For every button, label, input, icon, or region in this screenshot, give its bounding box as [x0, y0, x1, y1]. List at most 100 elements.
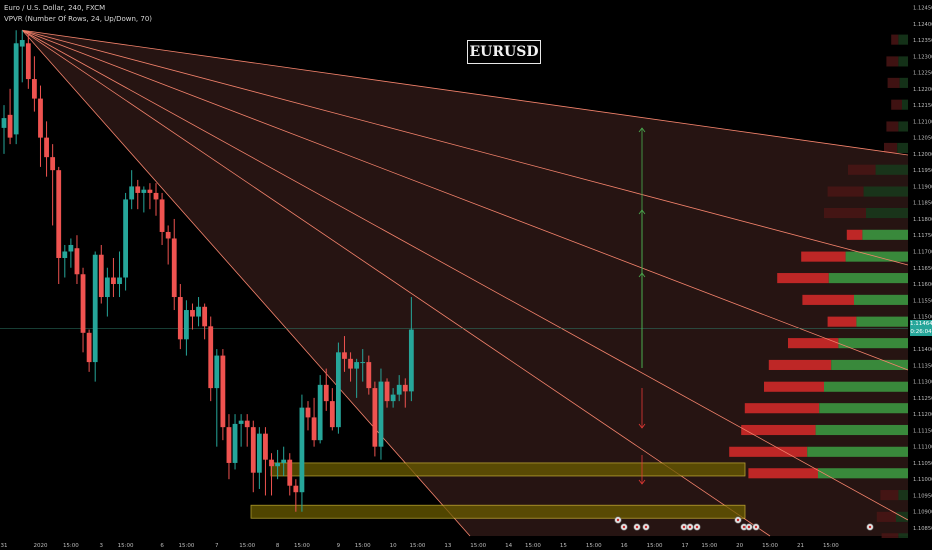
- candle-body[interactable]: [281, 459, 287, 463]
- candle-body[interactable]: [342, 352, 347, 359]
- candle-body[interactable]: [117, 277, 122, 285]
- candle-body[interactable]: [190, 310, 195, 317]
- candle-body[interactable]: [202, 306, 208, 327]
- candle-body[interactable]: [329, 401, 335, 428]
- candle-body[interactable]: [311, 417, 317, 441]
- candle-body[interactable]: [123, 199, 128, 278]
- time-tick-label: 2020: [33, 543, 47, 549]
- candle-body[interactable]: [104, 277, 110, 298]
- candle-body[interactable]: [408, 329, 414, 392]
- economic-event-dot-icon: [736, 518, 740, 522]
- candle-body[interactable]: [92, 254, 98, 363]
- candle-body[interactable]: [299, 407, 305, 493]
- time-tick-label: 21: [797, 543, 804, 549]
- volume-row-down: [884, 142, 898, 154]
- price-axis[interactable]: [908, 0, 932, 550]
- candle-body[interactable]: [354, 362, 360, 369]
- candle-body[interactable]: [275, 462, 280, 467]
- economic-event-dot-icon: [747, 525, 751, 529]
- economic-event-dot-icon: [695, 525, 699, 529]
- candle-body[interactable]: [244, 420, 250, 428]
- candle-body[interactable]: [38, 98, 43, 138]
- candle-body[interactable]: [184, 310, 189, 340]
- candle-body[interactable]: [214, 355, 220, 389]
- candle-body[interactable]: [250, 427, 256, 473]
- candle-body[interactable]: [384, 381, 390, 402]
- candle-body[interactable]: [378, 381, 384, 447]
- candle-body[interactable]: [256, 433, 262, 473]
- candle-body[interactable]: [317, 384, 323, 441]
- candle-body[interactable]: [372, 388, 378, 447]
- candle-body[interactable]: [98, 254, 104, 298]
- support-zone[interactable]: [250, 504, 746, 519]
- candle-body[interactable]: [208, 326, 214, 389]
- candle-body[interactable]: [390, 394, 396, 402]
- candle-body[interactable]: [56, 170, 62, 258]
- time-tick-label: 15:00: [355, 543, 371, 549]
- candle-body[interactable]: [263, 433, 268, 460]
- time-tick-label: 13: [444, 543, 451, 549]
- candle-body[interactable]: [287, 459, 293, 486]
- candle-body[interactable]: [196, 306, 201, 317]
- candle-body[interactable]: [111, 277, 116, 285]
- candle-body[interactable]: [7, 114, 13, 138]
- price-tick-label: 1.11000: [913, 477, 932, 483]
- time-tick-label: 16: [621, 543, 628, 549]
- economic-event-dot-icon: [682, 525, 686, 529]
- candle-body[interactable]: [153, 192, 159, 200]
- candle-body[interactable]: [25, 43, 31, 80]
- candle-body[interactable]: [86, 332, 92, 363]
- price-tick-label: 1.11850: [913, 201, 932, 207]
- candle-body[interactable]: [232, 423, 238, 463]
- candle-body[interactable]: [171, 238, 177, 298]
- candle-body[interactable]: [129, 186, 135, 200]
- fan-line: [22, 29, 771, 537]
- candle-body[interactable]: [50, 157, 56, 171]
- price-tick-label: 1.10850: [913, 526, 932, 532]
- candle-body[interactable]: [177, 297, 183, 340]
- candle-body[interactable]: [141, 189, 147, 193]
- candle-body[interactable]: [135, 186, 141, 193]
- candle-body[interactable]: [44, 137, 49, 158]
- support-zone[interactable]: [270, 462, 746, 477]
- economic-event-dot-icon: [635, 525, 639, 529]
- candle-body[interactable]: [68, 244, 74, 252]
- time-tick-label: 9: [337, 543, 341, 549]
- candle-body[interactable]: [165, 231, 171, 239]
- candle-body[interactable]: [348, 358, 353, 369]
- price-tick-label: 1.11650: [913, 266, 932, 272]
- price-tick-label: 1.11100: [913, 445, 932, 451]
- price-tick-label: 1.10950: [913, 493, 932, 499]
- volume-row-down: [768, 359, 832, 370]
- time-axis[interactable]: [0, 538, 908, 550]
- candle-body[interactable]: [159, 199, 165, 232]
- candle-body[interactable]: [293, 485, 299, 493]
- candle-body[interactable]: [396, 384, 402, 395]
- candle-body[interactable]: [32, 79, 37, 99]
- candle-body[interactable]: [13, 43, 19, 135]
- time-tick-label: 15:00: [470, 543, 486, 549]
- economic-event-dot-icon: [616, 518, 620, 522]
- candle-body[interactable]: [360, 362, 366, 364]
- economic-event-dot-icon: [622, 525, 626, 529]
- candle-body[interactable]: [19, 40, 25, 47]
- candle-body[interactable]: [269, 459, 274, 467]
- candle-body[interactable]: [147, 189, 153, 193]
- candle-body[interactable]: [80, 274, 86, 333]
- candle-body[interactable]: [220, 355, 226, 428]
- candle-body[interactable]: [336, 352, 341, 428]
- price-tick-label: 1.11550: [913, 298, 932, 304]
- volume-row-down: [886, 56, 899, 67]
- candle-body[interactable]: [402, 384, 408, 392]
- volume-row-down: [744, 403, 820, 414]
- candle-body[interactable]: [74, 248, 80, 275]
- price-tick-label: 1.12050: [913, 136, 932, 142]
- candle-body[interactable]: [323, 384, 329, 402]
- candle-body[interactable]: [226, 427, 232, 463]
- candle-body[interactable]: [366, 362, 372, 389]
- candle-body[interactable]: [62, 251, 68, 258]
- candle-body[interactable]: [238, 420, 244, 424]
- candle-body[interactable]: [1, 118, 7, 128]
- candle-body[interactable]: [305, 407, 311, 418]
